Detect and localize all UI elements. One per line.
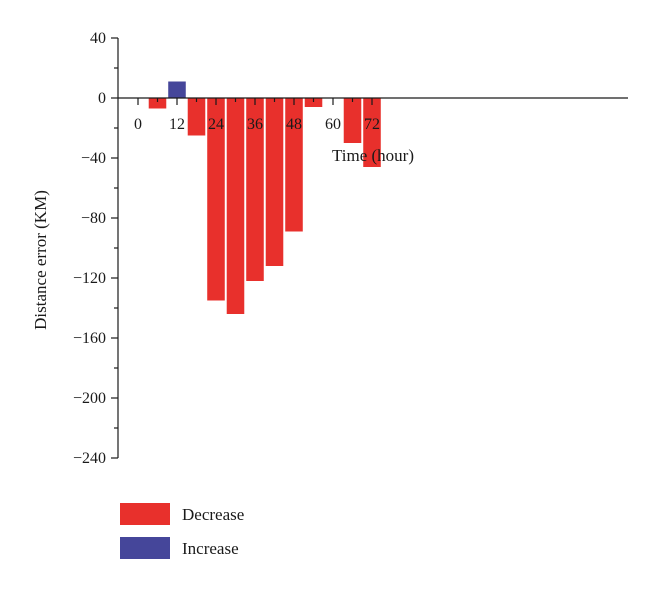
y-tick-label-0: 0 xyxy=(98,90,106,107)
y-ticks-group: 40 0 −40 −80 −120 −160 −200 −240 xyxy=(73,30,118,467)
x-tick-label-36: 36 xyxy=(247,116,263,133)
x-tick-label-48: 48 xyxy=(286,116,302,133)
x-axis-title: Time (hour) xyxy=(332,146,414,165)
legend-label-increase: Increase xyxy=(182,539,239,558)
bar-6h xyxy=(148,98,167,109)
legend: Decrease Increase xyxy=(120,503,244,559)
x-tick-label-72: 72 xyxy=(364,116,380,133)
legend-swatch-decrease xyxy=(120,503,170,525)
x-tick-label-24: 24 xyxy=(208,116,224,133)
legend-swatch-increase xyxy=(120,537,170,559)
y-tick-label--80: −80 xyxy=(81,210,106,227)
bar-24h xyxy=(207,98,225,301)
bars-group xyxy=(148,81,381,314)
x-ticks-group: 0 12 24 36 48 60 72 xyxy=(134,98,380,133)
bar-18h xyxy=(187,98,206,136)
bar-36h xyxy=(246,98,264,281)
y-tick-label--200: −200 xyxy=(73,390,106,407)
y-tick-label--240: −240 xyxy=(73,450,106,467)
x-tick-label-0: 0 xyxy=(134,116,142,133)
bar-66h xyxy=(343,98,362,143)
bar-12h xyxy=(168,81,186,98)
x-tick-label-12: 12 xyxy=(169,116,185,133)
x-tick-label-60: 60 xyxy=(325,116,341,133)
bar-30h xyxy=(226,98,245,314)
y-tick-label-40: 40 xyxy=(90,30,106,47)
bar-72h xyxy=(363,98,381,167)
bar-42h xyxy=(265,98,284,266)
y-tick-label--160: −160 xyxy=(73,330,106,347)
legend-label-decrease: Decrease xyxy=(182,505,244,524)
y-tick-label--120: −120 xyxy=(73,270,106,287)
bar-48h xyxy=(285,98,303,232)
y-axis-title: Distance error (KM) xyxy=(31,190,50,330)
bar-54h xyxy=(304,98,323,107)
y-tick-label--40: −40 xyxy=(81,150,106,167)
